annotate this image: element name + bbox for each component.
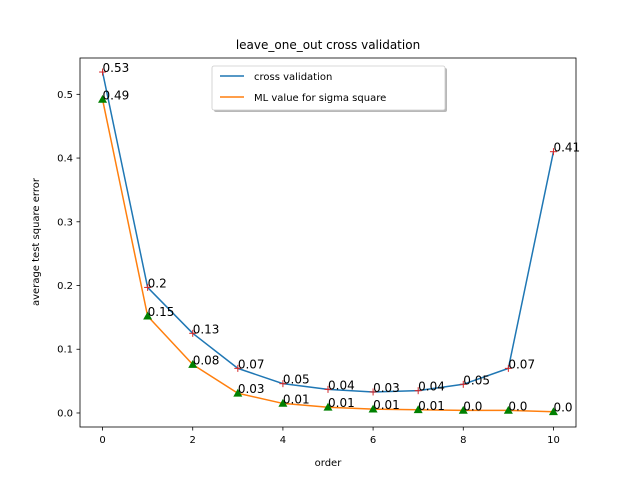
x-tick-label: 0	[99, 435, 105, 446]
x-tick-label: 10	[547, 435, 560, 446]
point-ml	[413, 405, 423, 414]
point-cross-validation	[369, 388, 377, 396]
y-tick-label: 0.5	[57, 90, 73, 101]
point-cross-validation	[549, 148, 557, 156]
point-ml	[278, 398, 288, 407]
data-label: 0.0	[553, 401, 572, 415]
data-label: 0.13	[193, 322, 220, 336]
legend: cross validation ML value for sigma squar…	[211, 65, 447, 112]
data-label: 0.03	[373, 381, 400, 395]
y-tick-label: 0.0	[57, 408, 73, 419]
chart-title: leave_one_out cross validation	[236, 38, 420, 52]
data-label: 0.07	[508, 357, 535, 371]
axes-frame	[79, 57, 577, 428]
data-label: 0.01	[418, 399, 445, 413]
data-label: 0.01	[283, 392, 310, 406]
data-label: 0.05	[463, 373, 490, 387]
data-label: 0.15	[148, 305, 175, 319]
point-ml	[458, 405, 468, 414]
point-cross-validation	[459, 380, 467, 388]
point-ml	[143, 311, 153, 320]
data-label: 0.0	[508, 399, 527, 413]
data-label: 0.04	[328, 378, 355, 392]
point-cross-validation	[234, 364, 242, 372]
point-ml	[323, 402, 333, 411]
data-label: 0.07	[238, 357, 265, 371]
point-cross-validation	[144, 283, 152, 291]
legend-entry: cross validation	[254, 72, 332, 83]
point-ml	[233, 388, 243, 397]
point-cross-validation	[99, 68, 107, 76]
point-ml	[548, 407, 558, 416]
y-tick-label: 0.3	[57, 217, 73, 228]
data-label: 0.03	[238, 382, 265, 396]
data-label: 0.01	[373, 398, 400, 412]
y-tick-label: 0.4	[57, 154, 73, 165]
point-cross-validation	[189, 329, 197, 337]
point-ml	[368, 404, 378, 413]
data-label: 0.01	[328, 396, 355, 410]
plot-area: 0 2 4 6 8 10 0.0 0.1 0.2 0.3 0.4 0.5 0.53 0.2 0.13 0.07…	[57, 57, 580, 446]
data-label: 0.2	[148, 276, 167, 290]
x-tick-label: 2	[190, 435, 196, 446]
point-cross-validation	[504, 364, 512, 372]
x-tick-label: 6	[370, 435, 376, 446]
point-ml	[188, 360, 198, 368]
data-label: 0.41	[553, 141, 580, 155]
data-label: 0.49	[103, 88, 130, 102]
y-axis-label: average test square error	[31, 177, 42, 306]
legend-entry: ML value for sigma square	[254, 93, 386, 104]
point-ml	[98, 94, 108, 103]
data-label: 0.04	[418, 380, 445, 394]
y-tick-label: 0.2	[57, 281, 73, 292]
x-tick-label: 4	[280, 435, 286, 446]
x-tick-label: 8	[460, 435, 466, 446]
data-label: 0.05	[283, 373, 310, 387]
point-cross-validation	[324, 385, 332, 393]
data-label: 0.0	[463, 399, 482, 413]
point-ml	[503, 405, 513, 414]
legend-box	[211, 65, 446, 111]
point-cross-validation	[414, 387, 422, 395]
y-tick-label: 0.1	[57, 345, 73, 356]
point-cross-validation	[279, 380, 287, 388]
data-label: 0.53	[103, 61, 130, 75]
data-label: 0.08	[193, 354, 220, 368]
x-axis-label: order	[315, 458, 343, 469]
